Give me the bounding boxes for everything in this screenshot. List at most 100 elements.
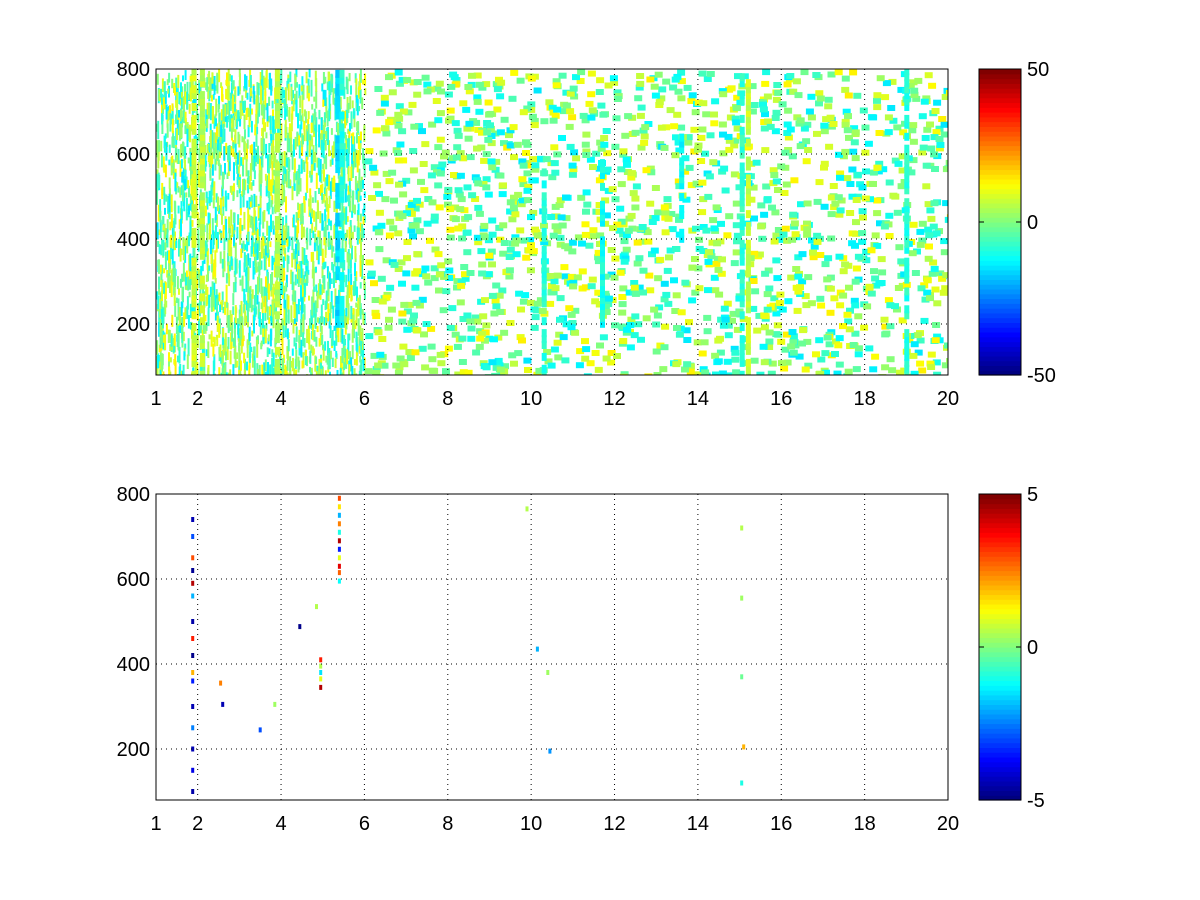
heatmap-cell bbox=[240, 374, 242, 375]
heatmap-cell bbox=[488, 217, 497, 224]
heatmap-cell bbox=[209, 79, 212, 98]
heatmap-cell bbox=[252, 158, 255, 172]
heatmap-cell bbox=[760, 211, 769, 218]
heatmap-column-cell bbox=[199, 97, 205, 106]
heatmap-cell bbox=[655, 99, 664, 106]
heatmap-cell bbox=[297, 171, 299, 183]
heatmap-cell bbox=[241, 243, 244, 253]
heatmap-cell bbox=[157, 172, 160, 188]
heatmap-cell bbox=[784, 107, 793, 114]
heatmap-cell bbox=[267, 164, 270, 180]
heatmap-cell bbox=[305, 266, 308, 272]
heatmap-cell bbox=[224, 364, 226, 375]
heatmap-cell bbox=[321, 266, 324, 278]
heatmap-cell bbox=[243, 137, 246, 152]
heatmap-cell bbox=[176, 128, 178, 141]
heatmap-cell bbox=[215, 214, 218, 227]
heatmap-cell bbox=[677, 78, 686, 85]
heatmap-cell bbox=[300, 85, 303, 92]
heatmap-cell bbox=[709, 159, 718, 166]
heatmap-cell bbox=[514, 191, 523, 198]
heatmap-column-cell bbox=[339, 135, 345, 144]
heatmap-cell bbox=[765, 329, 774, 336]
heatmap-cell bbox=[243, 288, 246, 303]
heatmap-cell bbox=[262, 138, 265, 155]
heatmap-column-cell bbox=[739, 370, 745, 375]
heatmap-cell bbox=[238, 369, 241, 375]
heatmap-cell bbox=[232, 115, 235, 132]
heatmap-cell bbox=[210, 184, 213, 203]
heatmap-cell bbox=[874, 168, 883, 175]
heatmap-cell bbox=[571, 307, 580, 314]
heatmap-cell bbox=[407, 210, 416, 217]
heatmap-cell bbox=[159, 199, 162, 218]
heatmap-cell bbox=[944, 216, 948, 223]
heatmap-cell bbox=[309, 228, 312, 246]
heatmap-cell bbox=[213, 147, 216, 159]
heatmap-cell bbox=[159, 333, 162, 349]
heatmap-cell bbox=[258, 364, 261, 375]
heatmap-cell bbox=[333, 175, 336, 187]
heatmap-cell bbox=[280, 331, 283, 343]
heatmap-cell bbox=[609, 75, 618, 82]
heatmap-cell bbox=[400, 361, 409, 368]
heatmap-cell bbox=[492, 158, 501, 165]
heatmap-cell bbox=[224, 307, 227, 315]
heatmap-cell bbox=[265, 69, 268, 88]
heatmap-cell bbox=[323, 317, 326, 326]
heatmap-column-cell bbox=[191, 299, 197, 308]
heatmap-cell bbox=[893, 306, 901, 313]
heatmap-cell bbox=[346, 216, 349, 222]
heatmap-cell bbox=[200, 296, 203, 314]
colorbar-band bbox=[979, 556, 1021, 562]
heatmap-cell bbox=[356, 99, 359, 116]
heatmap-cell bbox=[578, 240, 586, 247]
heatmap-cell bbox=[875, 130, 884, 136]
heatmap-cell bbox=[248, 365, 251, 375]
heatmap-cell bbox=[298, 135, 301, 146]
heatmap-cell bbox=[781, 346, 790, 353]
heatmap-cell bbox=[524, 367, 532, 373]
heatmap-cell bbox=[898, 167, 907, 174]
heatmap-column-cell bbox=[745, 126, 751, 135]
heatmap-cell bbox=[483, 129, 492, 136]
heatmap-cell bbox=[776, 236, 785, 243]
heatmap-cell bbox=[902, 281, 911, 288]
heatmap-cell bbox=[320, 358, 323, 364]
heatmap-cell bbox=[323, 169, 325, 182]
heatmap-cell bbox=[826, 285, 835, 292]
heatmap-cell bbox=[262, 211, 265, 229]
heatmap-cell bbox=[670, 277, 678, 284]
heatmap-column-cell bbox=[339, 188, 345, 197]
heatmap-cell bbox=[281, 266, 284, 274]
heatmap-cell bbox=[319, 362, 322, 375]
heatmap-cell bbox=[760, 359, 769, 366]
heatmap-cell bbox=[596, 139, 605, 146]
heatmap-cell bbox=[852, 265, 861, 272]
heatmap-column-cell bbox=[600, 242, 605, 251]
heatmap-cell bbox=[862, 257, 871, 264]
heatmap-cell bbox=[397, 259, 406, 266]
heatmap-cell bbox=[478, 261, 487, 268]
heatmap-cell bbox=[232, 282, 235, 293]
heatmap-cell bbox=[227, 337, 230, 350]
colorbar-band bbox=[979, 651, 1021, 658]
heatmap-cell bbox=[208, 144, 211, 151]
heatmap-column-cell bbox=[541, 245, 547, 254]
heatmap-cell bbox=[325, 355, 328, 363]
heatmap-cell bbox=[232, 306, 235, 315]
heatmap-cell bbox=[172, 130, 175, 147]
heatmap-cell bbox=[311, 104, 314, 110]
heatmap-cell bbox=[206, 298, 209, 305]
heatmap-cell bbox=[243, 178, 246, 195]
heatmap-cell bbox=[174, 360, 177, 375]
heatmap-cell bbox=[281, 197, 284, 205]
heatmap-cell bbox=[626, 322, 635, 328]
heatmap-column-cell bbox=[739, 287, 745, 296]
heatmap-cell bbox=[316, 157, 319, 168]
colorbar-band bbox=[979, 269, 1021, 276]
heatmap-cell bbox=[924, 255, 933, 262]
heatmap-cell bbox=[517, 201, 526, 208]
heatmap-cell bbox=[301, 360, 304, 369]
heatmap-column-cell bbox=[600, 200, 605, 209]
